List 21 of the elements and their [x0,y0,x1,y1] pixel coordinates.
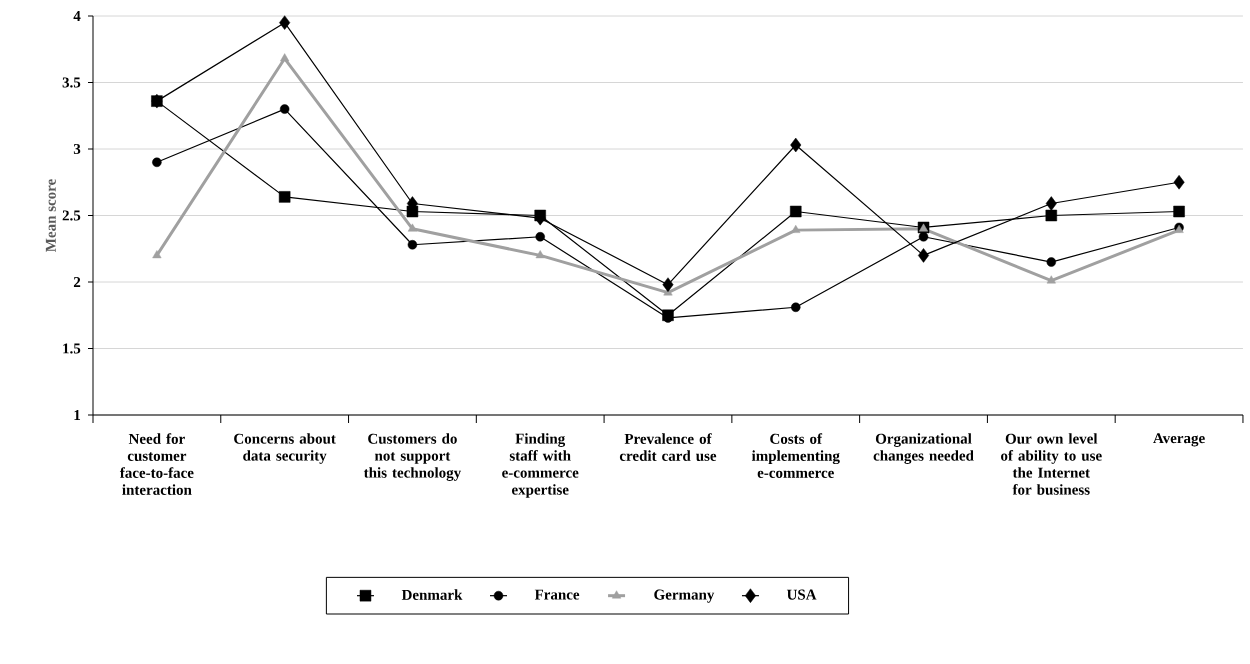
x-tick-label: Costs of implementing e-commerce [751,433,840,478]
x-tick-label: Our own level of ability to use the Internet for business [1001,433,1102,495]
legend-label: USA [786,589,817,600]
legend-label: Germany [654,589,715,603]
y-tick-label: 2 [73,277,81,287]
x-tick-label: Concerns about data security [234,433,336,464]
y-tick-label: 3.5 [62,77,81,88]
x-tick-label: Organizational changes needed [873,433,974,464]
y-tick-label: 1.5 [63,343,81,354]
legend-label: Denmark [401,589,463,600]
x-tick-label: Finding staff with e-commerce expertise [502,433,579,498]
legend-label: France [534,589,580,600]
y-tick-label: 3 [73,143,81,155]
x-tick-label: Prevalence of credit card use [619,433,717,461]
x-tick-label: Average [1153,433,1205,447]
x-tick-label: Customers do not support this technology [363,433,462,481]
y-axis-title: Mean score [45,179,56,252]
y-tick-label: 4 [73,11,81,21]
y-tick-label: 1 [74,410,81,420]
x-tick-label: Need for customer face-to-face interaction [119,433,194,495]
y-tick-label: 2.5 [62,210,81,221]
